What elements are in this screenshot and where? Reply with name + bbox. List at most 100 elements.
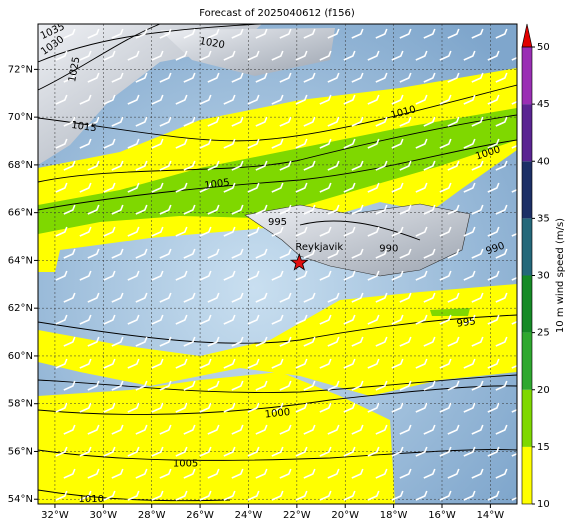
wind-barb [175,50,188,61]
wind-barb [295,226,308,237]
colorbar-extend [521,23,533,48]
wind-barb [127,358,140,369]
wind-barb [207,28,220,39]
wind-barb [231,28,244,39]
wind-barb [135,380,148,391]
wind-barb [447,380,460,391]
wind-barb [423,72,436,83]
wind-barb [423,204,436,215]
wind-barb [271,226,284,237]
wind-barb [199,270,212,281]
wind-barb [495,336,508,347]
wind-barb [423,292,436,303]
lon-tick-label: 22°W [283,510,311,521]
wind-barb [327,72,340,83]
wind-barb [471,336,484,347]
wind-barb [255,292,268,303]
wind-barb [351,28,364,39]
wind-barb [223,358,236,369]
wind-barb [231,160,244,171]
wind-barb [343,446,356,457]
wind-barb [151,138,164,149]
wind-barb [87,424,100,435]
wind-barb [159,116,172,127]
wind-barb [271,50,284,61]
wind-barb [303,292,316,303]
isobar-label: 1020 [199,36,226,51]
wind-barb [183,424,196,435]
wind-barb [223,314,236,325]
wind-barb [135,28,148,39]
city-label: Reykjavik [295,242,343,253]
wind-barb [87,116,100,127]
wind-barb [351,248,364,259]
wind-barb [367,314,380,325]
isobar-label: 1005 [173,458,198,469]
wind-barb [471,292,484,303]
wind-barb [295,270,308,281]
wind-barb [63,292,76,303]
wind-barb [303,116,316,127]
wind-barb [423,160,436,171]
wind-barb [279,424,292,435]
wind-barb [135,116,148,127]
wind-barb [415,138,428,149]
wind-barb [151,358,164,369]
wind-barb [343,314,356,325]
wind-barb [135,204,148,215]
wind-barb [87,292,100,303]
wind-barb [487,358,500,369]
wind-barb [255,28,268,39]
isobar-label: 1010 [78,494,103,505]
wind-barb [87,336,100,347]
wind-barb [271,138,284,149]
wind-barb [495,28,508,39]
wind-barb [87,160,100,171]
wind-barb [415,446,428,457]
wind-barb [295,446,308,457]
wind-barb [111,336,124,347]
wind-barb [87,468,100,479]
wind-barb [439,314,452,325]
wind-barb [279,116,292,127]
wind-barb [391,446,404,457]
wind-barb [151,270,164,281]
wind-barb [207,380,220,391]
wind-barb [391,50,404,61]
wind-barb [247,270,260,281]
wind-barb [111,292,124,303]
wind-barb [319,490,332,501]
wind-barb [351,160,364,171]
wind-barb [367,270,380,281]
wind-barb [247,446,260,457]
wind-barb [295,50,308,61]
wind-barb [495,248,508,259]
wind-barb [199,94,212,105]
wind-barb [471,116,484,127]
wind-barb [271,490,284,501]
wind-barb [79,182,92,193]
wind-barb [463,446,476,457]
wind-barb [399,468,412,479]
wind-barb [255,160,268,171]
wind-barb [375,248,388,259]
wind-barb [399,424,412,435]
wind-barb [207,424,220,435]
wind-barb [111,380,124,391]
wind-barb [319,358,332,369]
wind-barb [127,270,140,281]
wind-barb [279,248,292,259]
wind-barb [183,380,196,391]
wind-barb [63,28,76,39]
wind-barb [127,402,140,413]
wind-barb [463,138,476,149]
wind-barb [175,270,188,281]
wind-barb [79,314,92,325]
wind-barb [87,380,100,391]
wind-barb [279,28,292,39]
colorbar-tick-label: 20 [537,385,550,396]
wind-barb [415,490,428,501]
wind-barb [415,94,428,105]
wind-barb [199,226,212,237]
wind-barb [463,226,476,237]
